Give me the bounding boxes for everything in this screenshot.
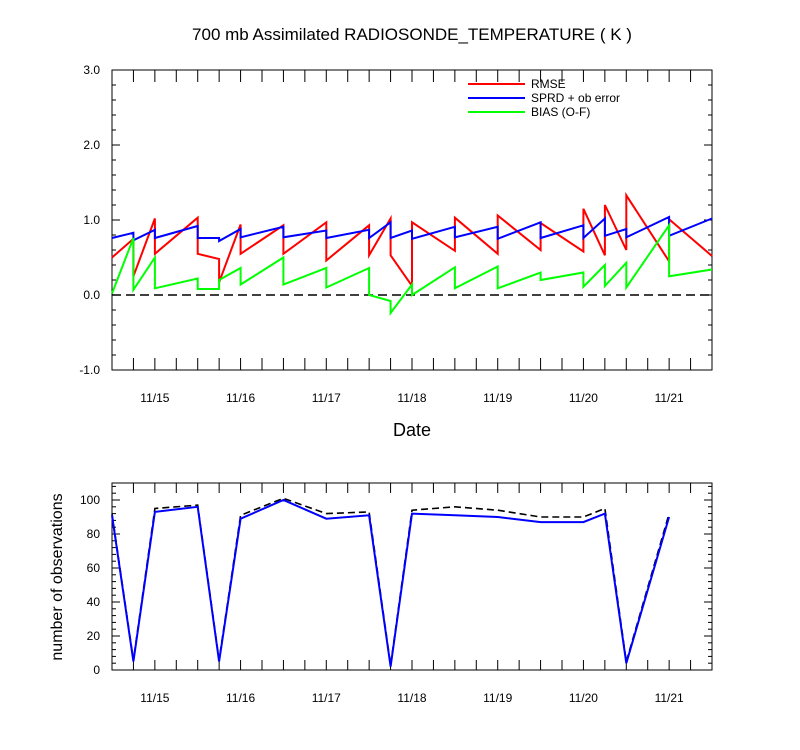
y-axis-title: number of observations (49, 493, 66, 660)
y-tick-label: 0 (93, 663, 100, 677)
x-tick-label: 11/18 (397, 691, 426, 705)
y-tick-label: 0.0 (83, 288, 100, 302)
y-tick-label: 80 (87, 527, 101, 541)
legend-label: BIAS (O-F) (531, 105, 590, 119)
series-line-sprd-ob-error (111, 215, 713, 243)
plot-frame (111, 69, 713, 371)
y-tick-label: 1.0 (83, 213, 100, 227)
x-tick-label: 11/16 (226, 391, 255, 405)
top-chart-panel: 700 mb Assimilated RADIOSONDE_TEMPERATUR… (79, 25, 713, 440)
series-line-bias-o-f (111, 222, 713, 316)
bottom-chart-series (111, 497, 671, 667)
bottom-chart-panel: 0 20 40 60 80 100 11/15 11/16 11/17 11/18 11/19 11/… (49, 482, 713, 705)
bottom-chart-axes: 0 20 40 60 80 100 11/15 11/16 11/17 11/18 11/19 11/… (80, 482, 713, 705)
series-line-observations-possible (111, 497, 670, 666)
x-tick-label: 11/16 (226, 691, 255, 705)
x-tick-label: 11/19 (483, 691, 512, 705)
y-tick-label: 100 (80, 493, 100, 507)
series-line-rmse (111, 191, 713, 290)
x-tick-label: 11/17 (312, 691, 341, 705)
series-line-observations-assimilated (111, 498, 671, 667)
x-tick-label: 11/20 (569, 691, 598, 705)
top-chart-series (111, 191, 713, 316)
legend-label: RMSE (531, 77, 566, 91)
x-axis-title: Date (393, 420, 431, 440)
x-tick-label: 11/17 (312, 391, 341, 405)
y-tick-label: -1.0 (79, 363, 100, 377)
y-tick-label: 3.0 (83, 63, 100, 77)
x-tick-label: 11/19 (483, 391, 512, 405)
x-tick-label: 11/21 (655, 391, 684, 405)
chart-title: 700 mb Assimilated RADIOSONDE_TEMPERATUR… (192, 25, 632, 44)
top-chart-axes: -1.0 0.0 1.0 2.0 3.0 11/15 11/16 11/17 11/18 11/1… (79, 63, 713, 405)
x-tick-label: 11/15 (140, 691, 169, 705)
y-tick-label: 60 (87, 561, 101, 575)
y-tick-label: 40 (87, 595, 101, 609)
x-tick-label: 11/18 (397, 391, 426, 405)
y-tick-label: 20 (87, 629, 101, 643)
x-tick-label: 11/15 (140, 391, 169, 405)
y-tick-label: 2.0 (83, 138, 100, 152)
x-tick-label: 11/21 (655, 691, 684, 705)
x-tick-label: 11/20 (569, 391, 598, 405)
legend-label: SPRD + ob error (531, 91, 620, 105)
